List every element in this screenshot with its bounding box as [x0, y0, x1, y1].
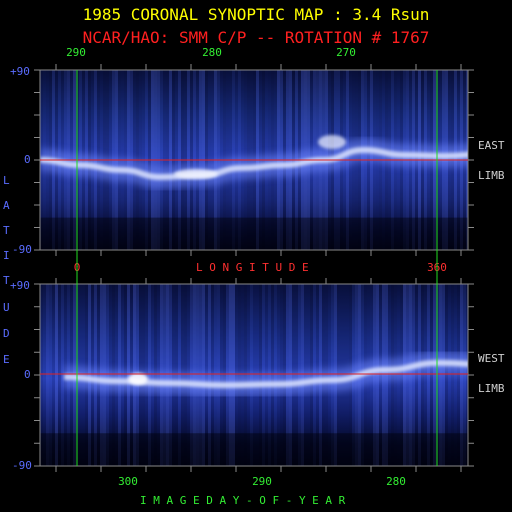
- west-ytick-plus90: +90: [10, 279, 30, 292]
- texture-streak: [427, 284, 430, 466]
- texture-streak: [46, 284, 49, 466]
- texture-streak: [466, 284, 468, 466]
- axis-ticks: [34, 64, 474, 472]
- east-ytick-minus90: -90: [12, 243, 32, 256]
- latitude-letter: L: [3, 174, 10, 187]
- texture-streak: [433, 284, 436, 466]
- texture-streak: [430, 284, 433, 466]
- latitude-letter: U: [3, 301, 10, 314]
- west-ytick-0: 0: [24, 368, 31, 381]
- east-bright-feature: [174, 169, 218, 179]
- west-ytick-minus90: -90: [12, 459, 32, 472]
- texture-streak: [52, 284, 55, 466]
- texture-streak: [460, 284, 463, 466]
- texture-streak: [43, 284, 46, 466]
- east-bright-feature: [318, 135, 346, 149]
- figure-subtitle: NCAR/HAO: SMM C/P -- ROTATION # 1767: [82, 28, 430, 47]
- east-limb-label-1: EAST: [478, 139, 505, 152]
- west-bottom-tick-280: 280: [386, 475, 406, 488]
- east-ytick-0: 0: [24, 153, 31, 166]
- east-top-tick-270: 270: [336, 46, 356, 59]
- east-streamer-belt: [40, 146, 468, 181]
- polar-dark-band: [40, 217, 468, 250]
- texture-streak: [439, 284, 442, 466]
- west-limb-panel: [40, 284, 468, 466]
- texture-streak: [448, 284, 451, 466]
- day-axis-title: I M A G E D A Y - O F - Y E A R: [140, 494, 346, 507]
- figure-title: 1985 CORONAL SYNOPTIC MAP : 3.4 Rsun: [82, 5, 430, 24]
- texture-streak: [49, 284, 52, 466]
- latitude-letter: I: [3, 249, 10, 262]
- west-bright-feature: [128, 373, 148, 385]
- texture-streak: [454, 284, 457, 466]
- texture-streak: [58, 284, 61, 466]
- latitude-letter: E: [3, 353, 10, 366]
- texture-streak: [463, 284, 466, 466]
- west-bottom-tick-300: 300: [118, 475, 138, 488]
- latitude-letter: A: [3, 199, 10, 212]
- west-bottom-tick-290: 290: [252, 475, 272, 488]
- east-limb-label-2: LIMB: [478, 169, 505, 182]
- texture-streak: [40, 284, 43, 466]
- west-limb-label-2: LIMB: [478, 382, 505, 395]
- texture-streak: [55, 284, 58, 466]
- texture-streak: [61, 284, 64, 466]
- polar-dark-band: [40, 433, 468, 466]
- latitude-letter: T: [3, 274, 10, 287]
- latitude-letter: T: [3, 224, 10, 237]
- east-ytick-plus90: +90: [10, 65, 30, 78]
- east-top-tick-280: 280: [202, 46, 222, 59]
- texture-streak: [451, 284, 454, 466]
- latitude-letter: D: [3, 327, 10, 340]
- east-top-tick-290: 290: [66, 46, 86, 59]
- texture-streak: [445, 284, 448, 466]
- texture-streak: [442, 284, 445, 466]
- texture-streak: [457, 284, 460, 466]
- longitude-axis-title: L O N G I T U D E: [196, 261, 309, 274]
- west-limb-label-1: WEST: [478, 352, 505, 365]
- texture-streak: [424, 284, 427, 466]
